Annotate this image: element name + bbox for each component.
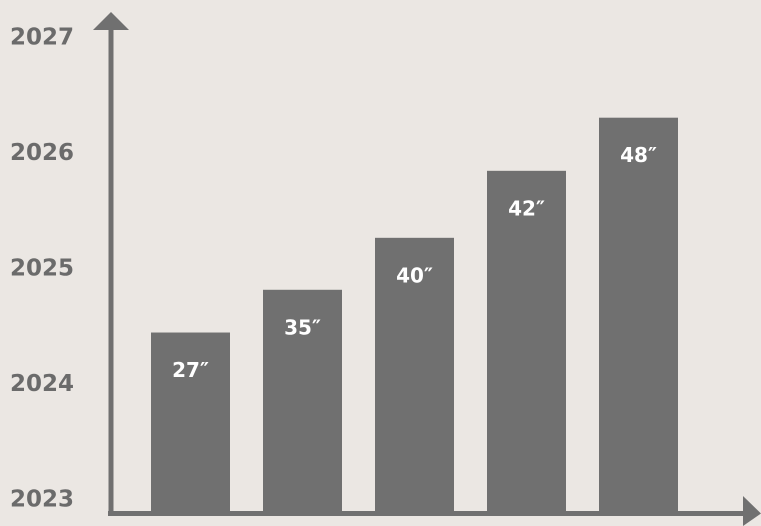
y-axis-tick-labels: 2023 2024 2025 2026 2027 [10,25,74,513]
bar-0 [151,332,230,513]
axes [93,12,761,526]
bar-data-label-0: 27″ [172,358,209,382]
bar-2 [375,237,454,513]
y-tick-label-4: 2027 [10,25,74,51]
x-axis-arrowhead [743,496,761,526]
y-tick-label-0: 2023 [10,487,74,513]
bar-data-label-2: 40″ [396,263,433,287]
bar-1 [263,289,342,513]
bar-4 [599,117,678,513]
bar-series: 27″ 35″ 40″ 42″ 48″ [151,117,678,513]
bar-data-label-4: 48″ [620,143,657,167]
y-tick-label-3: 2026 [10,140,74,166]
bar-data-label-1: 35″ [284,315,321,339]
y-tick-label-1: 2024 [10,371,74,397]
bar-data-label-3: 42″ [508,196,545,220]
bar-3 [487,170,566,513]
y-axis-arrowhead [93,12,129,30]
y-tick-label-2: 2025 [10,256,74,282]
